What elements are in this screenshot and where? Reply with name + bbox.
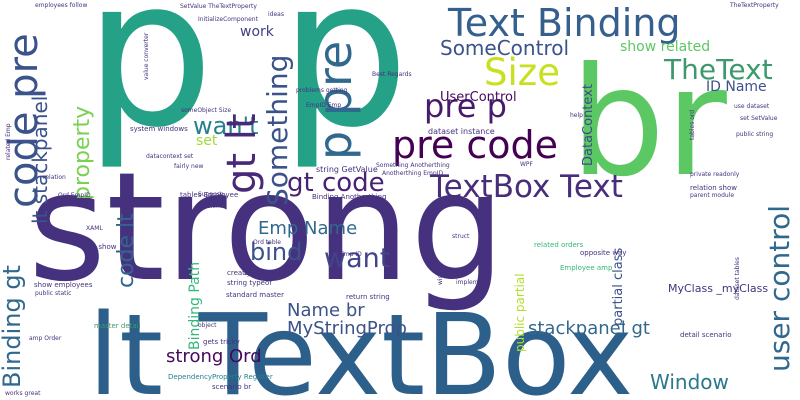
word: TheTextProperty: [730, 3, 779, 9]
word: standard master: [226, 292, 284, 299]
word: stackpanel gt: [528, 320, 650, 338]
word: gets tricky: [203, 339, 240, 346]
word: related Emp: [6, 123, 12, 160]
word: help: [570, 113, 583, 119]
word: someObject Size: [181, 108, 231, 114]
word: property: [72, 106, 94, 200]
word: public string: [736, 132, 773, 138]
word: set: [196, 134, 217, 148]
word: Size: [484, 54, 560, 91]
word: dataset instance: [428, 128, 495, 136]
word: opposite way: [580, 250, 626, 257]
word: set SetValue: [740, 116, 777, 122]
word: show related: [620, 40, 710, 54]
word: UserControl: [440, 91, 517, 104]
word: MyClass _myClass: [668, 283, 768, 294]
word: Anotherthing EmpID: [382, 171, 443, 177]
word: system windows: [130, 126, 188, 133]
word: width: [438, 268, 444, 285]
word: ID Name: [706, 80, 767, 94]
word: public partial: [514, 273, 526, 352]
word: related orders: [534, 242, 583, 249]
word: problem: [197, 204, 222, 210]
word: SetValue TheTextProperty: [180, 4, 257, 10]
word: scenario br: [212, 384, 251, 391]
word: gt lt: [222, 113, 262, 194]
word: partial class: [612, 248, 625, 326]
word: use dataset: [734, 104, 769, 110]
word: Best Regards: [372, 72, 412, 78]
word: Suppose: [198, 192, 224, 198]
word: works great: [5, 391, 40, 397]
word: code lt: [116, 213, 138, 288]
word: string typeof: [227, 280, 272, 287]
word: ideas: [268, 12, 284, 18]
word: Binding Anotherthing: [312, 194, 387, 201]
word: implement: [456, 280, 488, 286]
word: user control: [766, 205, 794, 372]
word: private readonly: [690, 172, 739, 178]
word: p pre: [312, 41, 358, 160]
word: DataContext: [582, 84, 595, 166]
word: Binding gt: [0, 265, 24, 388]
word: problems getting: [296, 88, 347, 94]
word: Employee amp: [560, 265, 612, 272]
word: Window: [650, 372, 729, 392]
word: create value: [227, 270, 271, 277]
word: show employees: [34, 282, 93, 289]
word: EmpID Emp: [306, 103, 341, 109]
word: relation show: [690, 185, 737, 192]
word: way show: [82, 244, 116, 251]
word: struct: [452, 234, 469, 240]
word: WPF: [520, 162, 533, 168]
word: dataset tables: [735, 257, 741, 300]
word: MyStringProp: [287, 320, 407, 338]
word: return string: [346, 294, 390, 301]
word: detail scenario: [680, 332, 732, 339]
word: fairly new: [174, 164, 203, 170]
word: object: [198, 323, 217, 329]
word: tables ord: [690, 110, 696, 140]
word: Ord table: [253, 240, 281, 246]
word: master detail: [94, 323, 141, 330]
word: Ord EmpID: [58, 193, 91, 199]
word: value converter: [144, 33, 150, 80]
word: InitializeComponent: [198, 17, 258, 23]
word: public static: [35, 291, 71, 297]
word: parent module: [690, 193, 734, 199]
word: DependencyProperty Register: [168, 374, 273, 381]
word: employees follow: [35, 3, 87, 9]
word: strong Ord: [166, 348, 262, 366]
word: lt stackpanel: [30, 96, 50, 224]
word: datacontext set: [146, 154, 193, 160]
word: amp Order: [29, 336, 61, 342]
word: XAML: [86, 226, 103, 232]
word: want: [324, 245, 390, 272]
word: Emp Name: [258, 220, 357, 238]
word: TextBox Text: [430, 172, 623, 203]
word: Something: [264, 55, 292, 206]
word: Binding Path: [188, 262, 202, 350]
word: work: [240, 25, 274, 39]
word: Something Anotherthing: [376, 163, 450, 169]
word: string GetValue: [316, 166, 378, 174]
word: relation: [43, 175, 66, 181]
word: Emp ID: [340, 252, 362, 258]
